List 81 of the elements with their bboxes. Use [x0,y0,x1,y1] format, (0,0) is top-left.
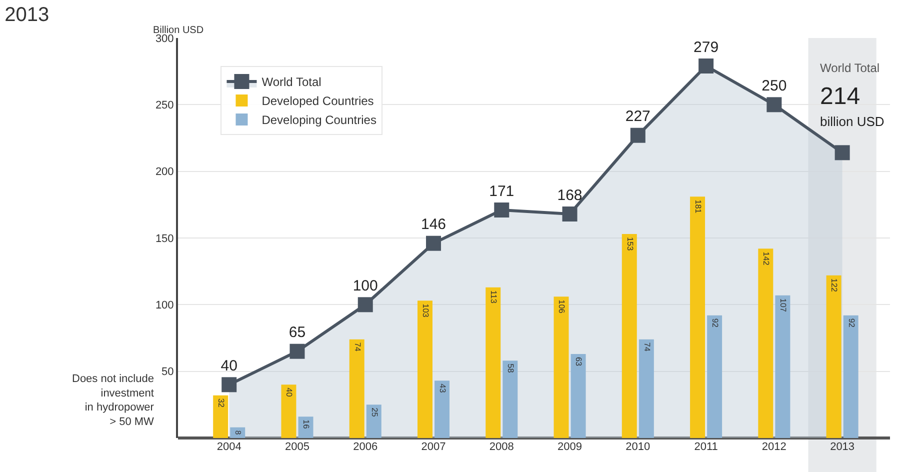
data-label: 106 [557,300,566,314]
point [698,58,714,74]
point [494,202,510,218]
y-tick-label: 200 [155,166,174,178]
data-label: 65 [288,324,306,342]
data-label: 279 [694,38,719,56]
data-label: 113 [489,290,498,304]
legend-label: Developing Countries [262,113,376,128]
data-label: 100 [352,278,378,295]
x-tick-label: 2011 [694,441,718,453]
x-tick-label: 2012 [762,441,786,453]
data-label: 74 [352,342,362,352]
bar [758,248,774,438]
y-tick-label: 250 [155,100,174,112]
legend-label: World Total [262,75,322,90]
bar [417,300,432,438]
bar [554,296,569,438]
bar [366,404,382,438]
x-tick-label: 2004 [216,441,242,453]
data-label: 250 [762,78,787,95]
data-label: 153 [625,237,634,252]
x-tick-label: 2010 [626,441,650,453]
data-label: 168 [557,186,582,204]
point [358,297,373,312]
x-tick-label: 2006 [353,441,378,453]
data-label: 58 [506,364,516,374]
data-label: 181 [693,200,702,214]
data-label: 63 [574,357,584,367]
data-label: 40 [220,358,238,375]
point [222,377,237,392]
data-label: 107 [778,298,788,312]
data-label: 122 [830,278,839,292]
data-label: 8 [234,430,243,435]
y-tick-label: 100 [155,300,174,312]
data-label: 92 [846,318,856,328]
point [834,145,850,160]
x-tick-label: 2005 [284,441,310,453]
point [290,344,305,359]
bar [843,315,858,438]
bar [707,315,722,438]
bar [281,384,296,438]
data-label: 40 [284,388,294,398]
bar [570,354,586,438]
annotation: 214 [820,83,860,110]
x-tick-label: 2007 [421,441,446,453]
bar [486,287,501,438]
data-label: 146 [420,216,446,234]
point [630,128,646,143]
point [426,236,441,251]
annotation: billion USD [820,114,884,129]
bar [826,275,842,438]
bar [213,395,228,438]
data-label: 16 [302,420,311,430]
data-label: 43 [438,384,447,394]
text: Does not include investment in hydropower > 50 MW [72,373,155,428]
point [562,206,578,222]
bar [502,360,518,438]
data-label: 32 [216,398,226,408]
bar [298,416,314,438]
data-label: 25 [370,408,379,418]
bar [434,380,450,438]
legend-label: Developed Countries [262,94,374,108]
data-label: 227 [625,108,650,126]
y-tick-label: 150 [155,232,174,245]
bar [775,295,790,438]
x-tick-label: 2009 [558,441,582,453]
bar [638,339,654,438]
data-label: 103 [420,304,430,318]
y-tick-label: 50 [162,366,174,378]
bar [622,234,637,438]
data-label: 74 [642,342,652,352]
annotation: World Total [820,61,880,75]
data-label: 142 [762,252,771,266]
x-tick-label: 2013 [830,441,855,453]
chart-title: 2013 [4,4,50,26]
bar [690,196,706,438]
data-label: 92 [710,318,720,328]
point [766,97,782,112]
data-label: 171 [489,182,514,200]
x-tick-label: 2008 [489,441,514,453]
bar [349,339,364,438]
